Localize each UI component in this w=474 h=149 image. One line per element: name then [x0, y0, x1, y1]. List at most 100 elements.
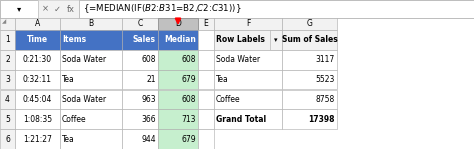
Bar: [214, 18, 282, 30]
Text: Coffee: Coffee: [62, 115, 87, 124]
Text: 5: 5: [5, 115, 10, 124]
Bar: [122, 30, 158, 50]
Bar: [122, 18, 158, 30]
Text: 608: 608: [182, 95, 196, 104]
Bar: [15, 109, 60, 129]
Bar: [158, 129, 198, 149]
Bar: [122, 109, 158, 129]
Text: 8758: 8758: [316, 95, 335, 104]
Text: F: F: [246, 20, 250, 28]
Text: C: C: [137, 20, 143, 28]
Bar: [198, 129, 214, 149]
Bar: [15, 50, 60, 70]
Bar: [60, 50, 122, 70]
Bar: [122, 90, 158, 109]
Bar: [282, 50, 337, 70]
Text: fx: fx: [67, 4, 75, 14]
Bar: [60, 18, 122, 30]
Text: 3117: 3117: [316, 55, 335, 64]
Text: Row Labels: Row Labels: [216, 35, 265, 44]
Bar: [158, 18, 198, 30]
Text: Median: Median: [164, 35, 196, 44]
Bar: [214, 109, 282, 129]
Text: Soda Water: Soda Water: [62, 95, 106, 104]
Bar: [282, 30, 337, 50]
Bar: [270, 30, 282, 50]
Text: 6: 6: [5, 135, 10, 144]
Bar: [158, 90, 198, 109]
Text: Soda Water: Soda Water: [62, 55, 106, 64]
Bar: [198, 109, 214, 129]
Text: A: A: [35, 20, 40, 28]
Bar: [0, 129, 15, 149]
Bar: [60, 30, 122, 50]
Bar: [0, 90, 15, 109]
Bar: [214, 70, 282, 90]
Bar: [0, 70, 15, 90]
Bar: [15, 18, 60, 30]
Text: Soda Water: Soda Water: [216, 55, 260, 64]
Text: 1:21:27: 1:21:27: [23, 135, 52, 144]
Text: 608: 608: [142, 55, 156, 64]
Text: Tea: Tea: [62, 135, 75, 144]
Text: 0:45:04: 0:45:04: [23, 95, 52, 104]
Bar: [0, 18, 15, 30]
Text: 366: 366: [141, 115, 156, 124]
Text: Sum of Sales: Sum of Sales: [282, 35, 337, 44]
Text: 1: 1: [5, 35, 10, 44]
Bar: [214, 50, 282, 70]
Bar: [15, 90, 60, 109]
Bar: [122, 50, 158, 70]
Bar: [38, 0, 39, 18]
Text: ×: ×: [42, 4, 48, 14]
Bar: [15, 129, 60, 149]
Text: Grand Total: Grand Total: [216, 115, 266, 124]
Bar: [198, 50, 214, 70]
Bar: [282, 90, 337, 109]
Text: 1:08:35: 1:08:35: [23, 115, 52, 124]
Bar: [122, 70, 158, 90]
Bar: [60, 90, 122, 109]
Text: 0:21:30: 0:21:30: [23, 55, 52, 64]
Bar: [198, 30, 214, 50]
Bar: [282, 18, 337, 30]
Text: {=MEDIAN(IF($B$2:$B$31=B2,$C$2:$C$31))}: {=MEDIAN(IF($B$2:$B$31=B2,$C$2:$C$31))}: [83, 3, 242, 15]
Bar: [282, 70, 337, 90]
Bar: [158, 109, 198, 129]
Bar: [198, 70, 214, 90]
Text: 4: 4: [5, 95, 10, 104]
Text: Sales: Sales: [133, 35, 156, 44]
Bar: [60, 109, 122, 129]
Text: ▾: ▾: [17, 4, 21, 14]
Bar: [282, 109, 337, 129]
Text: 679: 679: [182, 135, 196, 144]
Text: Items: Items: [62, 35, 86, 44]
Text: Tea: Tea: [216, 75, 229, 84]
Text: ✓: ✓: [54, 4, 61, 14]
Text: 679: 679: [182, 75, 196, 84]
Text: D: D: [175, 20, 181, 28]
Text: 713: 713: [182, 115, 196, 124]
Bar: [0, 50, 15, 70]
Text: 944: 944: [141, 135, 156, 144]
Text: G: G: [307, 20, 312, 28]
Bar: [158, 50, 198, 70]
Text: Tea: Tea: [62, 75, 75, 84]
Bar: [15, 70, 60, 90]
Bar: [122, 129, 158, 149]
Text: B: B: [89, 20, 93, 28]
Bar: [158, 70, 198, 90]
Bar: [15, 30, 60, 50]
Text: Time: Time: [27, 35, 48, 44]
Text: ▾: ▾: [274, 37, 278, 43]
Bar: [198, 18, 214, 30]
Text: 5523: 5523: [316, 75, 335, 84]
Text: 17398: 17398: [309, 115, 335, 124]
Bar: [214, 90, 282, 109]
Bar: [79, 0, 474, 18]
Bar: [0, 0, 38, 18]
Bar: [158, 30, 198, 50]
Bar: [60, 129, 122, 149]
Text: ◢: ◢: [2, 19, 6, 24]
Bar: [0, 30, 15, 50]
